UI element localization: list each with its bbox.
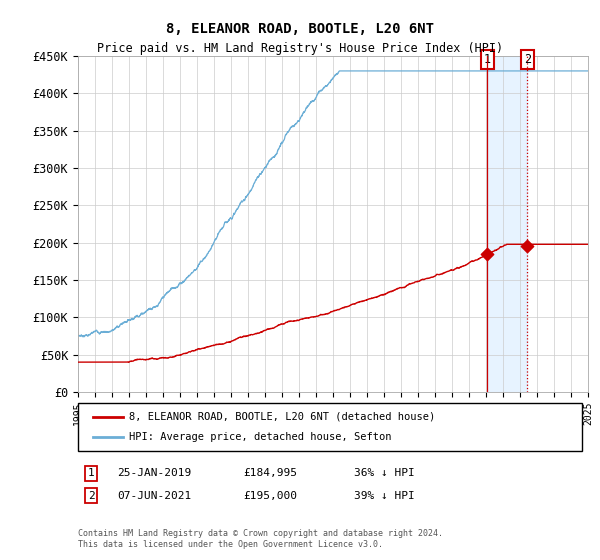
Text: 39% ↓ HPI: 39% ↓ HPI: [354, 491, 415, 501]
Text: 36% ↓ HPI: 36% ↓ HPI: [354, 468, 415, 478]
Text: 2: 2: [524, 53, 531, 66]
Point: [482, 249, 492, 258]
Text: 07-JUN-2021: 07-JUN-2021: [117, 491, 191, 501]
Text: 8, ELEANOR ROAD, BOOTLE, L20 6NT: 8, ELEANOR ROAD, BOOTLE, L20 6NT: [166, 22, 434, 36]
Point: [523, 242, 532, 251]
Text: HPI: Average price, detached house, Sefton: HPI: Average price, detached house, Seft…: [129, 432, 392, 442]
Text: Price paid vs. HM Land Registry's House Price Index (HPI): Price paid vs. HM Land Registry's House …: [97, 42, 503, 55]
Text: 8, ELEANOR ROAD, BOOTLE, L20 6NT (detached house): 8, ELEANOR ROAD, BOOTLE, L20 6NT (detach…: [129, 412, 435, 422]
Text: £184,995: £184,995: [243, 468, 297, 478]
Text: 25-JAN-2019: 25-JAN-2019: [117, 468, 191, 478]
Text: 1: 1: [484, 53, 491, 66]
Text: Contains HM Land Registry data © Crown copyright and database right 2024.
This d: Contains HM Land Registry data © Crown c…: [78, 529, 443, 549]
Text: 2: 2: [88, 491, 95, 501]
Text: £195,000: £195,000: [243, 491, 297, 501]
Text: 1: 1: [88, 468, 95, 478]
Bar: [487, 56, 527, 392]
